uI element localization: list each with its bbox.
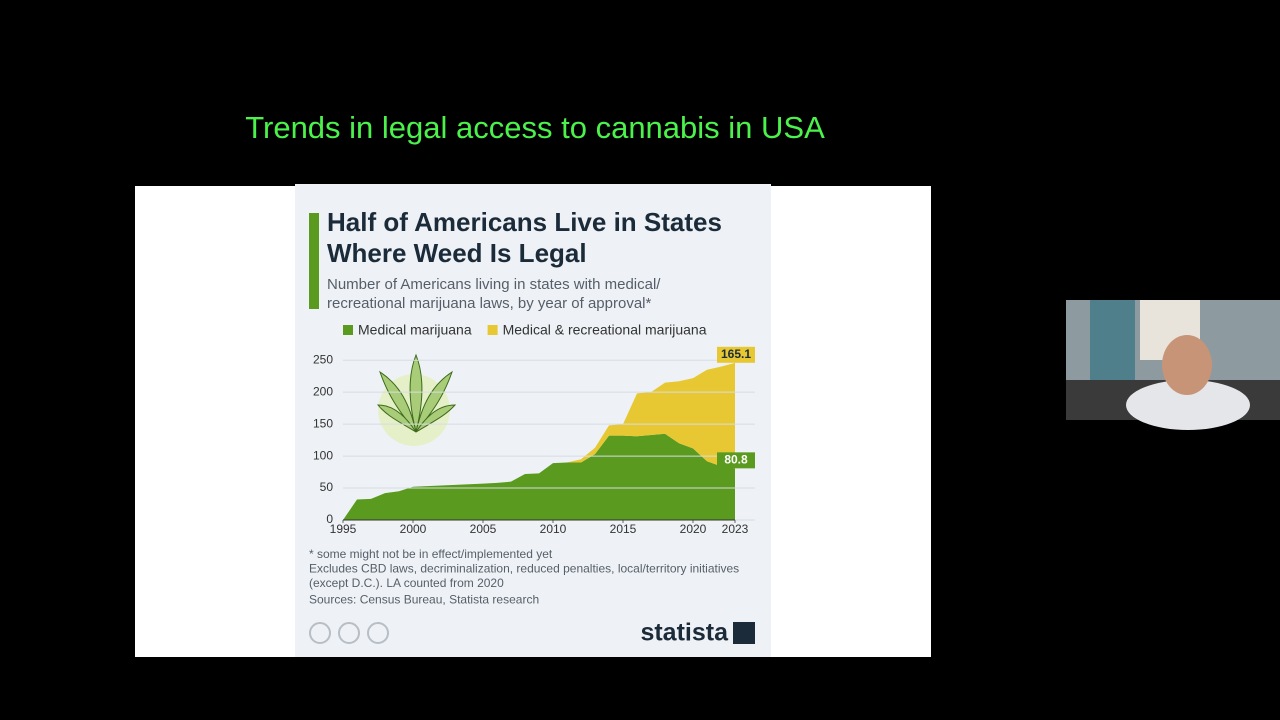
x-tick-label: 2015	[610, 522, 637, 536]
legend-swatch	[487, 325, 498, 335]
x-tick-label: 2020	[680, 522, 707, 536]
x-tick-label: 2000	[400, 522, 427, 536]
license-icons	[309, 622, 389, 644]
value-label-box	[717, 346, 755, 363]
footnote: Sources: Census Bureau, Statista researc…	[309, 593, 539, 607]
footnote: Excludes CBD laws, decriminalization, re…	[309, 562, 739, 576]
subtitle: recreational marijuana laws, by year of …	[327, 295, 651, 312]
subtitle: Number of Americans living in states wit…	[327, 276, 661, 293]
x-tick-label: 2010	[540, 522, 567, 536]
y-tick-label: 50	[320, 480, 334, 494]
value-label: 80.8	[724, 453, 748, 467]
y-tick-label: 100	[313, 448, 333, 462]
footnote: (except D.C.). LA counted from 2020	[309, 576, 504, 590]
chart-title: Where Weed Is Legal	[327, 238, 587, 268]
y-tick-label: 250	[313, 352, 333, 366]
value-label-box	[717, 452, 755, 469]
chart-title: Half of Americans Live in States	[327, 207, 722, 237]
accent-bar	[309, 213, 319, 309]
footnote: * some might not be in effect/implemente…	[309, 547, 553, 561]
slide-title: Trends in legal access to cannabis in US…	[245, 110, 825, 145]
area	[343, 433, 735, 520]
y-tick-label: 0	[326, 512, 333, 526]
value-label: 165.1	[721, 347, 751, 361]
brand-logo-mark	[733, 622, 755, 644]
y-tick-label: 150	[313, 416, 333, 430]
area	[343, 362, 735, 520]
plot: Medical marijuana Medical & recreational …	[309, 322, 755, 607]
legend-label: Medical & recreational marijuana	[503, 322, 707, 338]
webcam	[1066, 300, 1280, 430]
legend-label: Medical marijuana	[358, 322, 472, 338]
x-tick-label: 1995	[330, 522, 357, 536]
y-tick-label: 200	[313, 384, 333, 398]
x-tick-label: 2005	[470, 522, 497, 536]
x-tick-label: 2023	[722, 522, 749, 536]
brand: statista	[640, 619, 729, 647]
areas	[343, 362, 735, 520]
legend-swatch	[343, 325, 353, 335]
